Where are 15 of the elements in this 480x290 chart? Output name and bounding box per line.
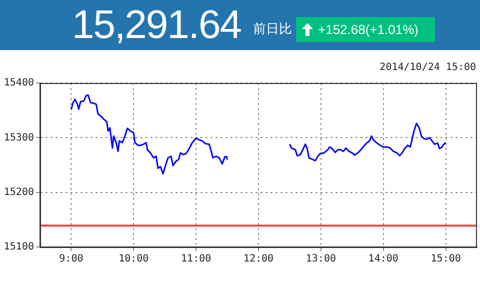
text: +152.68(+1.01%) (318, 21, 418, 39)
text: 2014/10/24 15:00 (380, 62, 476, 73)
y-tick-label: 15200 (4, 186, 34, 198)
y-tick-label: 15400 (4, 78, 34, 89)
chart-title: 15,291.64 (72, 3, 241, 47)
y-tick-label: 15300 (4, 132, 34, 144)
x-tick-label: 14:00 (368, 254, 398, 265)
x-tick-label: 11:00 (181, 254, 212, 265)
x-tick-label: 10:00 (118, 254, 149, 265)
x-tick-label: 13:00 (306, 254, 336, 265)
text: 前日比 (253, 20, 292, 38)
x-tick-label: 15:00 (430, 254, 461, 265)
y-tick-label: 15100 (4, 242, 34, 253)
x-tick-label: 12:00 (243, 254, 274, 265)
x-tick-label: 9:00 (59, 254, 84, 265)
